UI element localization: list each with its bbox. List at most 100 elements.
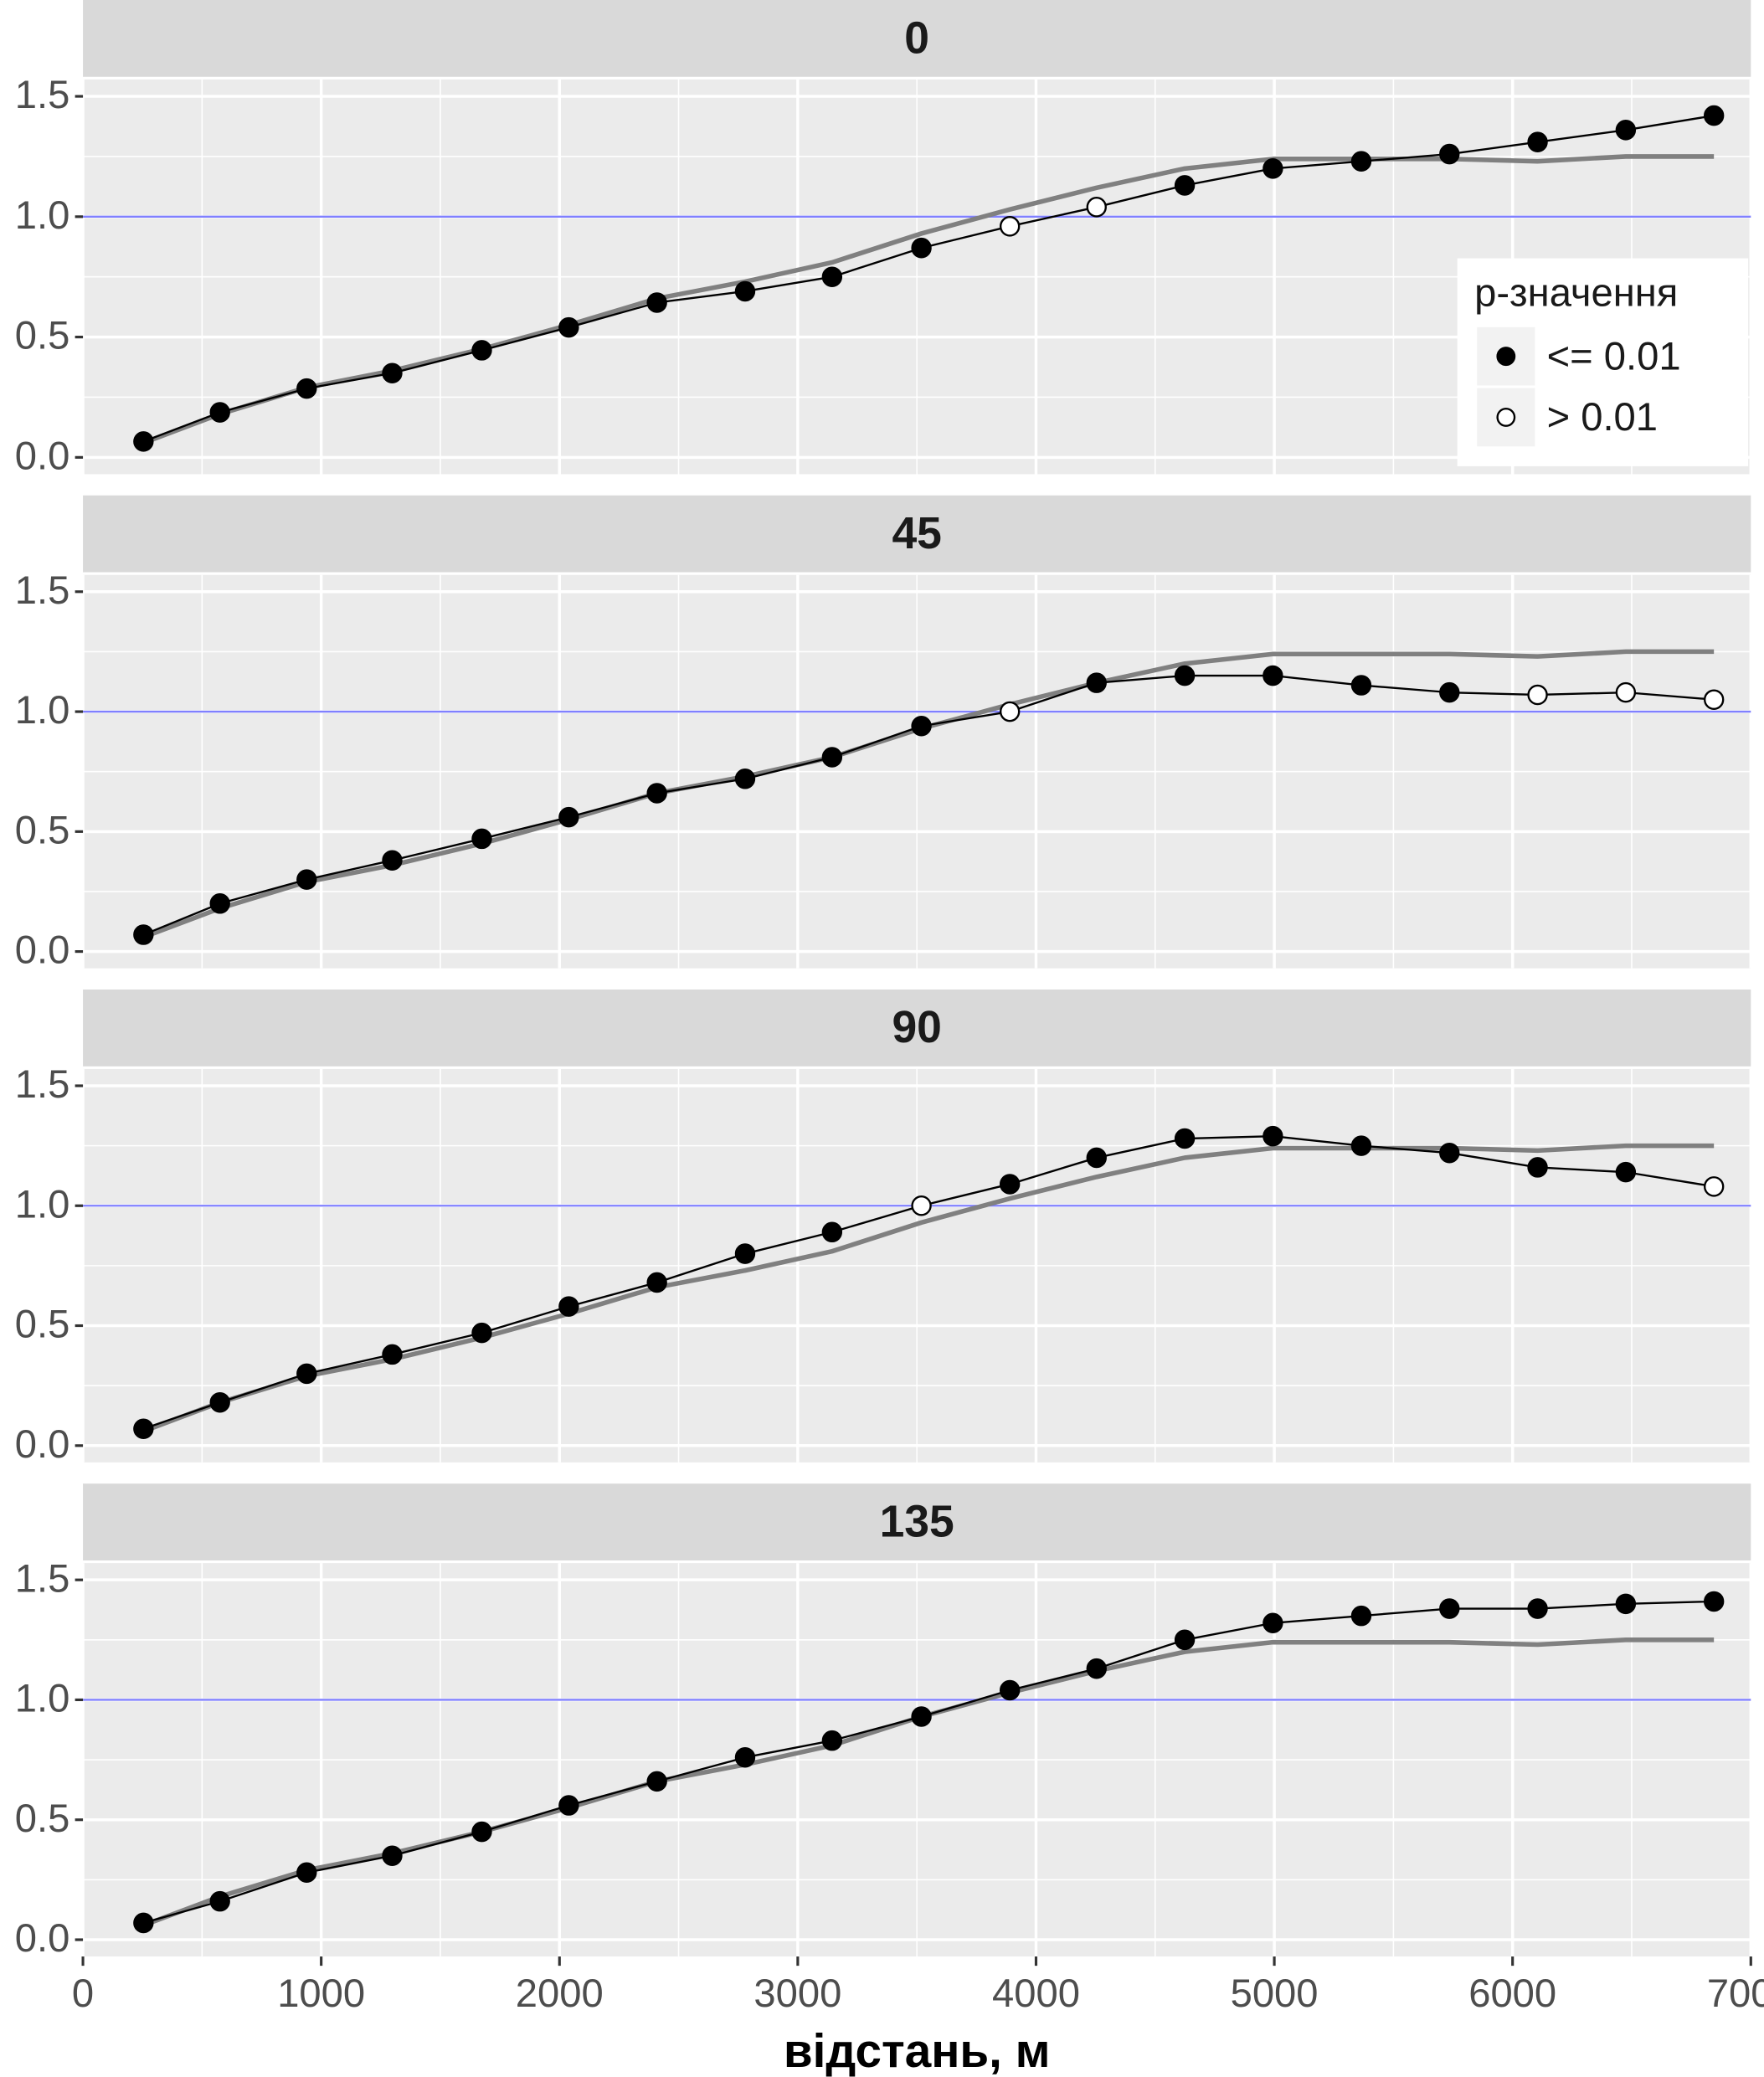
plot-area: 00.00.51.01.5p-значення<= 0.01> 0.01450.…	[15, 0, 1764, 2077]
x-tick-label: 4000	[992, 1972, 1080, 2016]
data-point	[1174, 1629, 1196, 1651]
data-point	[1263, 158, 1283, 179]
data-point	[558, 1795, 579, 1816]
data-point	[734, 280, 756, 302]
x-tick-label: 5000	[1231, 1972, 1319, 2016]
data-point	[1174, 665, 1196, 686]
data-point	[646, 1771, 667, 1792]
data-point	[133, 431, 154, 452]
data-point	[209, 1890, 230, 1912]
legend-marker	[1496, 407, 1516, 427]
data-point	[646, 783, 667, 804]
y-tick-label: 1.0	[15, 688, 70, 733]
data-point	[999, 216, 1021, 237]
data-point	[1350, 151, 1372, 172]
data-point	[133, 1912, 154, 1934]
data-point	[999, 701, 1021, 722]
panel-title: 45	[892, 508, 941, 558]
data-point	[1615, 1161, 1637, 1183]
data-point	[734, 769, 756, 789]
data-point	[1086, 1147, 1107, 1169]
data-point	[382, 850, 403, 871]
data-point	[911, 715, 932, 737]
data-point	[1527, 1157, 1548, 1178]
data-point	[646, 292, 667, 313]
data-point	[471, 1322, 492, 1344]
data-point	[1263, 665, 1283, 686]
y-tick-label: 0.0	[15, 1916, 70, 1961]
data-point	[382, 1845, 403, 1866]
data-point	[382, 1344, 403, 1365]
x-tick-label: 7000	[1707, 1972, 1764, 2016]
data-point	[296, 869, 317, 890]
data-point	[1086, 1658, 1107, 1679]
data-point	[133, 1418, 154, 1440]
x-tick-label: 2000	[516, 1972, 604, 2016]
legend-label: > 0.01	[1547, 395, 1658, 440]
y-tick-label: 0.0	[15, 434, 70, 478]
data-point	[821, 1221, 843, 1243]
strip	[83, 0, 1751, 77]
data-point	[734, 1746, 756, 1768]
data-point	[209, 1391, 230, 1413]
strip	[83, 1483, 1751, 1560]
x-tick-label: 1000	[277, 1972, 365, 2016]
data-point	[734, 1243, 756, 1264]
y-tick-label: 1.5	[15, 73, 70, 117]
data-point	[1350, 675, 1372, 696]
y-tick-label: 0.5	[15, 1797, 70, 1841]
data-point	[1703, 689, 1725, 710]
data-point	[821, 266, 843, 287]
legend-marker	[1496, 347, 1516, 367]
x-axis-label: відстань, м	[784, 2025, 1051, 2077]
data-point	[1350, 1135, 1372, 1156]
data-point	[382, 362, 403, 383]
data-point	[1350, 1605, 1372, 1627]
data-point	[821, 1730, 843, 1751]
data-point	[558, 1296, 579, 1317]
data-point	[1615, 120, 1637, 141]
legend-label: <= 0.01	[1547, 334, 1681, 378]
legend-title: p-значення	[1474, 270, 1678, 315]
data-point	[471, 340, 492, 361]
data-point	[1439, 143, 1460, 165]
data-point	[1703, 1176, 1725, 1197]
x-tick-label: 0	[72, 1972, 94, 2016]
y-tick-label: 1.0	[15, 193, 70, 238]
y-tick-label: 0.0	[15, 1422, 70, 1467]
y-tick-label: 1.5	[15, 1556, 70, 1601]
data-point	[296, 378, 317, 399]
data-point	[1174, 1128, 1196, 1149]
data-point	[209, 893, 230, 914]
data-point	[911, 1195, 932, 1216]
y-tick-label: 1.5	[15, 1062, 70, 1107]
data-point	[1703, 105, 1725, 126]
y-tick-label: 0.0	[15, 928, 70, 973]
y-tick-label: 1.5	[15, 568, 70, 613]
data-point	[558, 316, 579, 338]
data-point	[558, 806, 579, 828]
data-point	[999, 1679, 1021, 1701]
data-point	[1615, 1593, 1637, 1615]
data-point	[1439, 681, 1460, 703]
data-point	[1703, 1591, 1725, 1612]
panel-title: 90	[892, 1002, 941, 1052]
panel-title: 135	[880, 1496, 954, 1546]
data-point	[296, 1862, 317, 1884]
y-tick-label: 1.0	[15, 1676, 70, 1720]
data-point	[1263, 1612, 1283, 1634]
y-tick-label: 0.5	[15, 808, 70, 852]
data-point	[471, 1821, 492, 1843]
data-point	[646, 1272, 667, 1293]
data-point	[1527, 131, 1548, 152]
data-point	[209, 402, 230, 423]
data-point	[1527, 684, 1548, 706]
data-point	[911, 1706, 932, 1727]
data-point	[1615, 681, 1637, 703]
y-tick-label: 1.0	[15, 1182, 70, 1226]
data-point	[1086, 672, 1107, 693]
strip	[83, 989, 1751, 1067]
data-point	[821, 747, 843, 768]
data-point	[1527, 1598, 1548, 1619]
